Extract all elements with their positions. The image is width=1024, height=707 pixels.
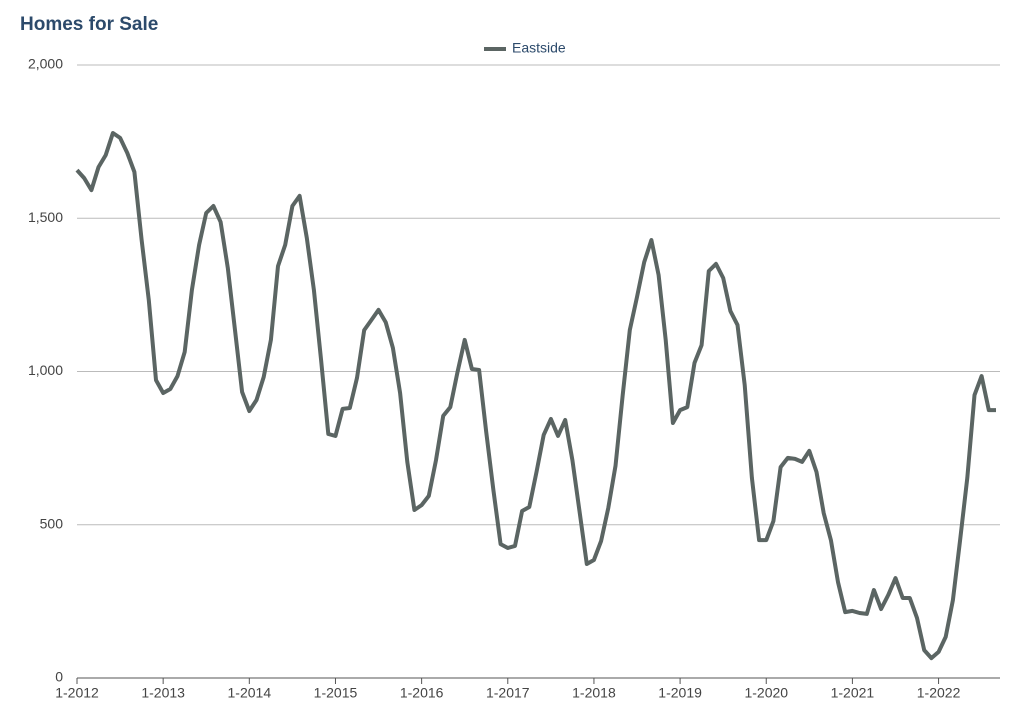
y-tick-label: 1,000 xyxy=(28,362,63,378)
x-tick-label: 1-2021 xyxy=(831,685,875,701)
x-tick-label: 1-2020 xyxy=(744,685,788,701)
chart-title: Homes for Sale xyxy=(20,14,158,35)
y-tick-label: 1,500 xyxy=(28,209,63,225)
x-tick-label: 1-2017 xyxy=(486,685,530,701)
series-line xyxy=(75,131,996,661)
x-tick-label: 1-2022 xyxy=(917,685,961,701)
x-tick-label: 1-2013 xyxy=(141,685,185,701)
x-tick-label: 1-2018 xyxy=(572,685,616,701)
x-tick-label: 1-2012 xyxy=(55,685,99,701)
y-tick-label: 500 xyxy=(40,515,64,531)
x-tick-label: 1-2016 xyxy=(400,685,444,701)
legend-label: Eastside xyxy=(512,40,566,56)
x-tick-label: 1-2014 xyxy=(228,685,272,701)
x-tick-label: 1-2019 xyxy=(658,685,702,701)
x-tick-label: 1-2015 xyxy=(314,685,358,701)
y-tick-label: 0 xyxy=(55,669,63,685)
y-tick-label: 2,000 xyxy=(28,56,63,72)
